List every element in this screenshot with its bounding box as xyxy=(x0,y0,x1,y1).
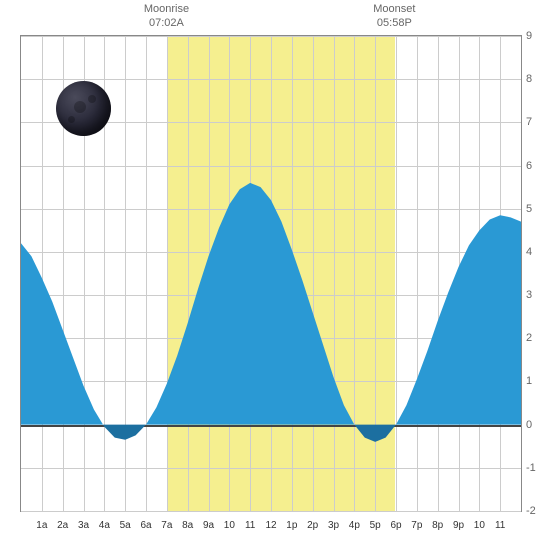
x-axis-label: 6p xyxy=(390,520,401,531)
moonrise-label: Moonrise 07:02A xyxy=(144,2,189,31)
y-axis-label: -1 xyxy=(526,462,541,474)
x-axis-label: 9a xyxy=(203,520,214,531)
x-axis-label: 11 xyxy=(495,520,505,531)
x-axis-label: 1a xyxy=(36,520,47,531)
tide-chart: -2-101234567891a2a3a4a5a6a7a8a9a1011121p… xyxy=(0,0,550,550)
y-axis-label: 4 xyxy=(526,246,541,258)
x-axis-label: 8a xyxy=(182,520,193,531)
x-axis-label: 10 xyxy=(224,520,235,531)
y-axis-label: 7 xyxy=(526,116,541,128)
x-axis-label: 12 xyxy=(265,520,276,531)
moonset-time: 05:58P xyxy=(377,17,412,29)
x-axis-label: 10 xyxy=(474,520,485,531)
x-axis-label: 3a xyxy=(78,520,89,531)
moonrise-time: 07:02A xyxy=(149,17,184,29)
x-axis-label: 5p xyxy=(370,520,381,531)
y-axis-label: 8 xyxy=(526,73,541,85)
y-axis-label: 5 xyxy=(526,203,541,215)
x-axis-label: 4p xyxy=(349,520,360,531)
y-axis-label: 1 xyxy=(526,375,541,387)
moonset-label: Moonset 05:58P xyxy=(373,2,415,31)
x-axis-label: 11 xyxy=(245,520,255,531)
x-axis-label: 8p xyxy=(432,520,443,531)
moonrise-title: Moonrise xyxy=(144,3,189,15)
x-axis-label: 2p xyxy=(307,520,318,531)
x-axis-label: 1p xyxy=(286,520,297,531)
plot-area: -2-101234567891a2a3a4a5a6a7a8a9a1011121p… xyxy=(20,35,522,512)
y-axis-label: 6 xyxy=(526,160,541,172)
x-axis-label: 3p xyxy=(328,520,339,531)
x-axis-label: 7p xyxy=(411,520,422,531)
x-axis-label: 6a xyxy=(140,520,151,531)
y-axis-label: 3 xyxy=(526,289,541,301)
grid-line-h xyxy=(21,511,521,512)
x-axis-label: 2a xyxy=(57,520,68,531)
moon-phase-icon xyxy=(56,81,111,136)
y-axis-label: 0 xyxy=(526,419,541,431)
y-axis-label: -2 xyxy=(526,505,541,517)
x-axis-label: 9p xyxy=(453,520,464,531)
y-axis-label: 9 xyxy=(526,30,541,42)
x-axis-label: 7a xyxy=(161,520,172,531)
x-axis-label: 4a xyxy=(99,520,110,531)
y-axis-label: 2 xyxy=(526,332,541,344)
x-axis-label: 5a xyxy=(120,520,131,531)
moonset-title: Moonset xyxy=(373,3,415,15)
